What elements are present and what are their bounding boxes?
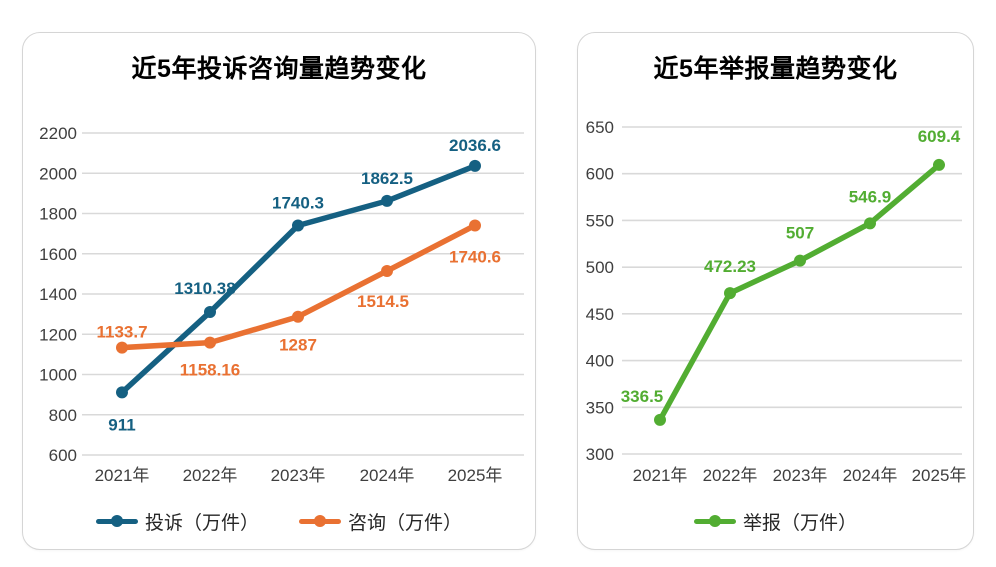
x-tick-label: 2025年 — [911, 466, 966, 485]
x-tick-label: 2021年 — [94, 466, 149, 485]
chart-title-reports: 近5年举报量趋势变化 — [653, 55, 898, 83]
consultations-marker — [203, 336, 216, 349]
consultations-marker — [291, 310, 304, 323]
reports-marker — [863, 217, 876, 230]
reports-data-label: 546.9 — [848, 187, 891, 206]
y-tick-label: 300 — [585, 445, 613, 464]
complaints-marker — [203, 306, 216, 319]
complaints-marker — [115, 386, 128, 399]
line-chart-reports: 300 350 400 450 500 550 600 650 2021年 2022年 2023年 2… — [585, 118, 966, 485]
legend-reports: 举报（万件） — [693, 505, 857, 537]
legend-label-consultations: 咨询（万件） — [348, 512, 463, 534]
y-tick-label: 450 — [585, 305, 613, 324]
reports-data-label: 507 — [785, 224, 813, 243]
legend-marker-icon — [110, 515, 123, 527]
y-tick-label: 1400 — [39, 285, 77, 304]
complaints-marker — [291, 219, 304, 232]
complaints-data-label: 2036.6 — [449, 136, 501, 155]
complaints-data-label: 1740.3 — [272, 194, 324, 213]
legend-label-complaints: 投诉（万件） — [144, 512, 259, 534]
x-tick-label: 2024年 — [842, 466, 897, 485]
y-tick-label: 650 — [585, 118, 613, 137]
legend-marker-icon — [314, 515, 326, 527]
y-tick-label: 2200 — [39, 124, 77, 143]
x-tick-label: 2022年 — [182, 466, 237, 485]
y-tick-label: 600 — [585, 165, 613, 184]
complaints-marker — [468, 159, 481, 172]
complaints-data-label: 1310.38 — [174, 279, 235, 298]
chart-card-reports: 近5年举报量趋势变化 300 350 400 450 500 550 600 650 2021年… — [577, 32, 974, 550]
consultations-legend-swatch-icon — [299, 515, 341, 527]
reports-legend-swatch-icon — [693, 515, 736, 527]
legend-item-reports: 举报（万件） — [693, 508, 857, 535]
legend-label-reports: 举报（万件） — [742, 512, 857, 534]
complaints-data-label: 911 — [108, 415, 135, 434]
consultations-marker — [468, 219, 481, 232]
y-tick-label: 2000 — [39, 164, 77, 183]
y-tick-label: 350 — [585, 398, 613, 417]
reports-data-label: 609.4 — [917, 127, 960, 146]
legend-complaints-consultations: 投诉（万件） 咨询（万件） — [95, 505, 462, 537]
y-tick-label: 500 — [585, 258, 613, 277]
reports-marker — [932, 158, 945, 171]
legend-item-complaints: 投诉（万件） — [95, 508, 259, 535]
chart-title-complaints: 近5年投诉咨询量趋势变化 — [131, 55, 427, 83]
legend-marker-icon — [708, 515, 721, 527]
consultations-data-label: 1740.6 — [449, 247, 501, 266]
y-tick-label: 600 — [48, 446, 76, 465]
y-tick-label: 1600 — [39, 245, 77, 264]
legend-item-consultations: 咨询（万件） — [299, 508, 462, 535]
x-tick-label: 2025年 — [447, 466, 502, 485]
reports-marker — [723, 287, 736, 300]
consultations-data-label: 1133.7 — [96, 323, 147, 342]
x-tick-label: 2021年 — [632, 466, 687, 485]
complaints-data-label: 1862.5 — [361, 169, 413, 188]
y-tick-label: 400 — [585, 352, 613, 371]
complaints-legend-swatch-icon — [95, 515, 138, 527]
reports-line — [656, 162, 942, 423]
y-tick-label: 800 — [48, 406, 76, 425]
consultations-data-label: 1287 — [279, 336, 317, 355]
consultations-data-label: 1514.5 — [357, 292, 409, 311]
consultations-data-label: 1158.16 — [179, 361, 240, 380]
x-tick-label: 2023年 — [270, 466, 325, 485]
consultations-marker — [115, 341, 128, 354]
line-chart-complaints-consultations: 600 800 1000 1200 1400 1600 1800 2000 2200 2021年 2… — [39, 124, 524, 485]
reports-marker — [653, 413, 666, 426]
reports-marker — [793, 254, 806, 267]
chart-card-complaints-consultations: 近5年投诉咨询量趋势变化 600 800 1000 1200 1400 1600 1800 2… — [22, 32, 536, 550]
complaints-marker — [380, 194, 393, 207]
reports-data-label: 472.23 — [704, 257, 756, 276]
x-tick-label: 2023年 — [772, 466, 827, 485]
consultations-marker — [380, 264, 393, 277]
x-tick-label: 2024年 — [359, 466, 414, 485]
y-tick-label: 1000 — [39, 366, 77, 385]
reports-data-label: 336.5 — [620, 387, 663, 406]
y-tick-label: 1800 — [39, 205, 77, 224]
x-tick-label: 2022年 — [702, 466, 757, 485]
y-tick-label: 550 — [585, 211, 613, 230]
y-tick-label: 1200 — [39, 325, 77, 344]
